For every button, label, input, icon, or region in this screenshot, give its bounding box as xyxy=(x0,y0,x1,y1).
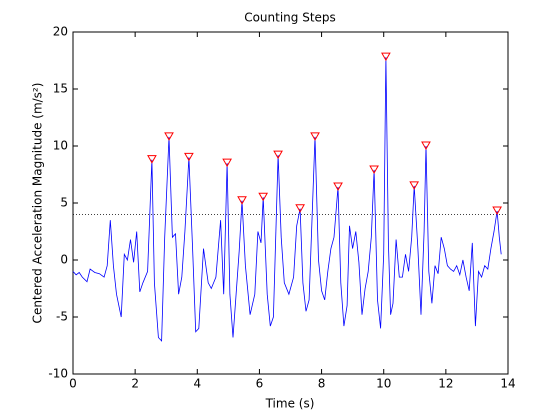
x-tick-label: 10 xyxy=(376,377,391,391)
x-tick-label: 14 xyxy=(500,377,515,391)
y-tick-label: 5 xyxy=(60,196,68,210)
x-tick-label: 8 xyxy=(318,377,326,391)
y-axis-label: Centered Acceleration Magnitude (m/s²) xyxy=(31,83,45,324)
plot-area xyxy=(72,31,509,375)
x-axis-label: Time (s) xyxy=(265,397,315,411)
peak-marker xyxy=(369,165,379,174)
y-tick-label: -5 xyxy=(56,310,68,324)
peak-marker xyxy=(333,182,343,192)
peak-marker xyxy=(381,52,391,62)
peak-marker xyxy=(295,204,305,213)
peak-marker xyxy=(164,132,174,141)
peak-marker xyxy=(258,192,269,202)
x-tick-label: 12 xyxy=(438,377,453,391)
y-tick-label: 15 xyxy=(53,82,68,96)
peak-marker xyxy=(492,206,502,215)
x-tick-label: 6 xyxy=(256,377,264,391)
y-tick-label: -10 xyxy=(48,367,68,381)
x-tick-label: 2 xyxy=(131,377,139,391)
peak-marker xyxy=(184,152,194,162)
y-tick-label: 10 xyxy=(53,139,68,153)
x-tick-label: 4 xyxy=(193,377,201,391)
peak-marker xyxy=(273,150,283,160)
chart-title: Counting Steps xyxy=(244,11,336,25)
x-tick-label: 0 xyxy=(69,377,77,391)
y-tick-label: 0 xyxy=(60,253,68,267)
peak-marker xyxy=(409,181,420,190)
peak-marker xyxy=(421,141,431,151)
peak-marker xyxy=(222,158,232,168)
peak-marker xyxy=(237,196,247,205)
y-tick-label: 20 xyxy=(53,25,68,39)
peak-marker xyxy=(147,155,157,164)
data-line xyxy=(72,57,502,342)
peak-marker xyxy=(310,132,320,141)
